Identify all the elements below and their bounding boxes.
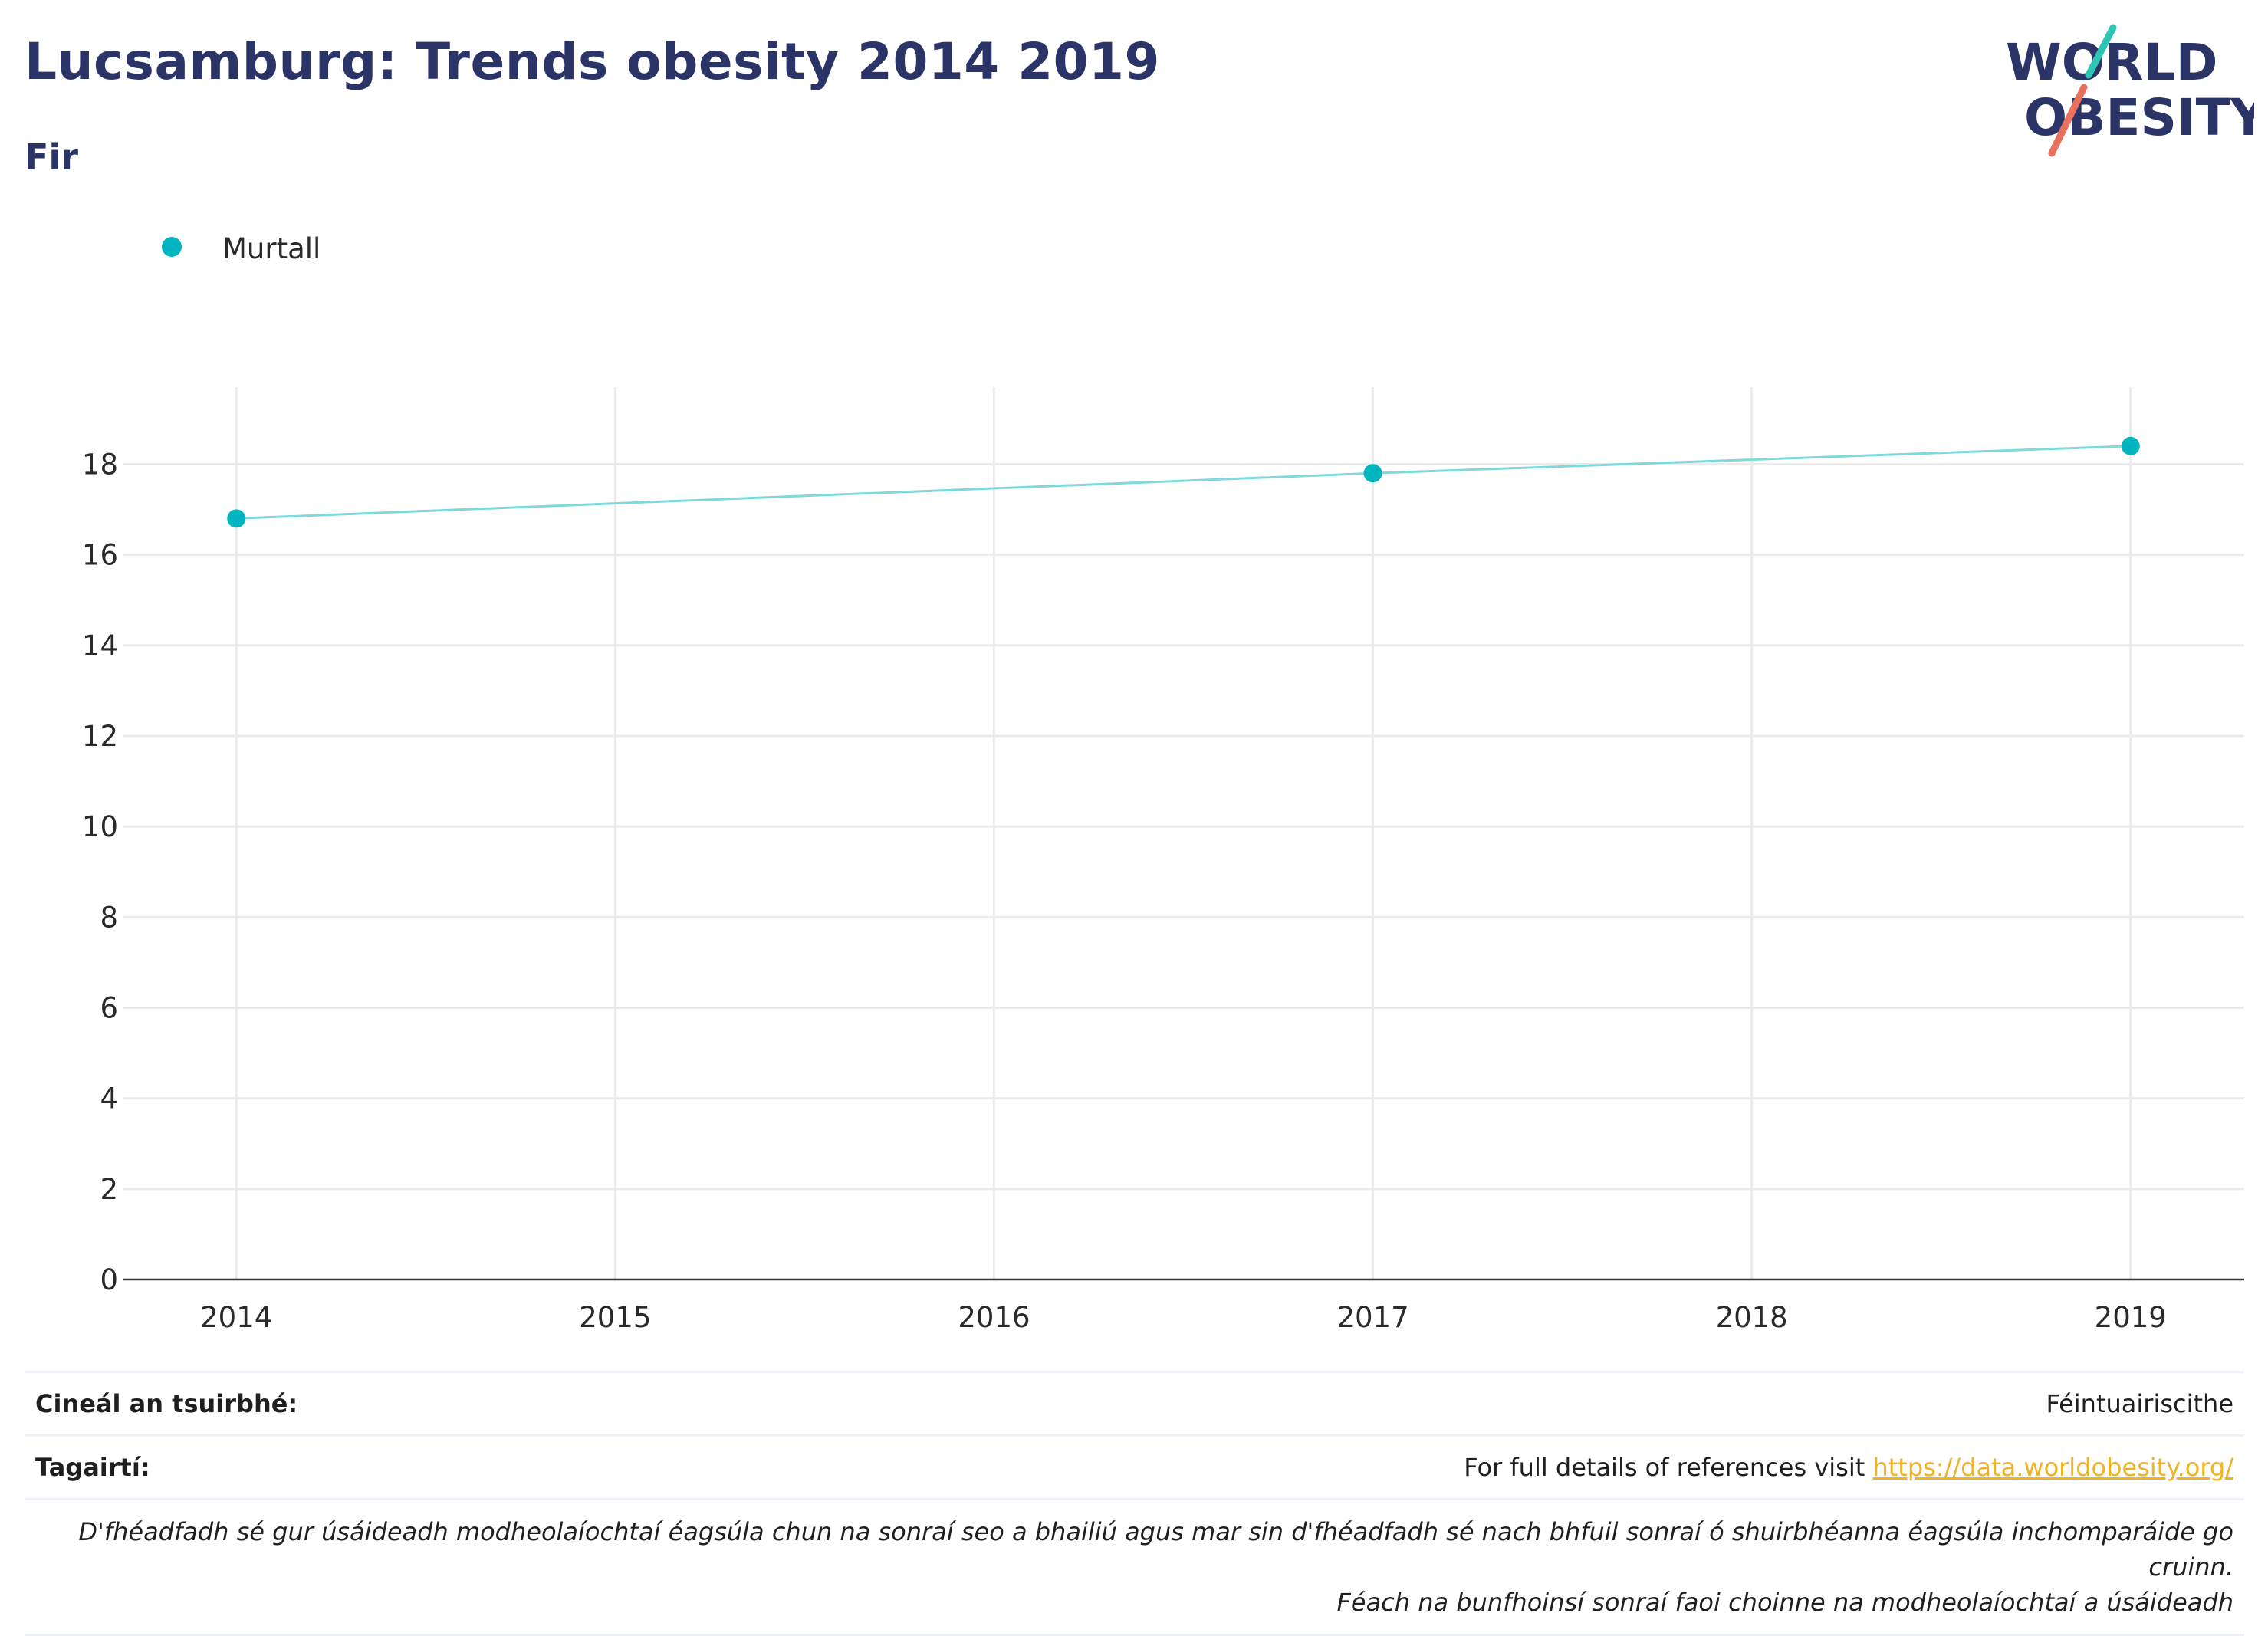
logo-coral-slash <box>2048 84 2088 157</box>
data-point <box>227 509 246 528</box>
info-table: Cineál an tsuirbhé: Féintuairiscithe Tag… <box>25 1371 2244 1636</box>
y-gridlines <box>123 462 2244 1191</box>
x-tick-label: 2017 <box>1336 1301 1408 1334</box>
series-line-0 <box>236 445 2131 520</box>
y-tick-label: 8 <box>100 901 118 934</box>
y-tick-label: 12 <box>82 720 118 753</box>
y-tick-label: 2 <box>100 1173 118 1206</box>
x-tick-label: 2018 <box>1716 1301 1788 1334</box>
legend-label-murtall: Murtall <box>222 232 320 265</box>
references-value: For full details of references visit htt… <box>1464 1453 2233 1482</box>
page-subtitle: Fir <box>25 136 78 178</box>
survey-type-row: Cineál an tsuirbhé: Féintuairiscithe <box>25 1371 2244 1434</box>
y-tick-label: 16 <box>82 539 118 572</box>
survey-type-value: Féintuairiscithe <box>2046 1389 2233 1418</box>
logo-line1: WORLD <box>2006 33 2218 92</box>
legend-marker-murtall <box>162 237 182 257</box>
x-gridlines <box>235 387 2132 1280</box>
note-line-1: D'fhéadfadh sé gur úsáideadh modheolaíoc… <box>78 1517 2233 1582</box>
references-label: Tagairtí: <box>35 1453 150 1482</box>
y-tick-label: 10 <box>82 810 118 843</box>
y-tick-label: 14 <box>82 629 118 662</box>
page-title: Lucsamburg: Trends obesity 2014 2019 <box>25 32 1160 91</box>
x-tick-label: 2016 <box>958 1301 1030 1334</box>
survey-type-label: Cineál an tsuirbhé: <box>35 1389 298 1418</box>
series-points <box>227 436 2140 528</box>
y-tick-label: 4 <box>100 1082 118 1115</box>
x-tick-label: 2015 <box>579 1301 651 1334</box>
references-row: Tagairtí: For full details of references… <box>25 1434 2244 1498</box>
legend: Murtall <box>162 232 320 265</box>
y-tick-labels: 0 2 4 6 8 10 12 14 16 18 <box>82 448 118 1296</box>
note-line-2: Féach na bunfhoinsí sonraí faoi choinne … <box>1336 1588 2233 1617</box>
data-point <box>2121 436 2140 455</box>
y-tick-label: 18 <box>82 448 118 481</box>
y-tick-label: 6 <box>100 991 118 1024</box>
world-obesity-logo: WORLD OBESITY <box>2006 24 2254 157</box>
references-text: For full details of references visit <box>1464 1453 1873 1482</box>
x-tick-label: 2019 <box>2095 1301 2167 1334</box>
x-tick-label: 2014 <box>200 1301 272 1334</box>
logo-teal-slash <box>2085 24 2117 79</box>
x-tick-labels: 2014 2015 2016 2017 2018 2019 <box>200 1301 2167 1334</box>
line-chart: Murtall 2014 2015 2016 2017 2018 2019 0 2 4 6 8 10… <box>82 232 2244 1334</box>
methodology-note: D'fhéadfadh sé gur úsáideadh modheolaíoc… <box>25 1498 2244 1636</box>
data-point <box>1363 464 1382 483</box>
series-lines <box>236 445 2131 520</box>
references-link[interactable]: https://data.worldobesity.org/ <box>1872 1453 2233 1482</box>
y-tick-label: 0 <box>100 1263 118 1296</box>
